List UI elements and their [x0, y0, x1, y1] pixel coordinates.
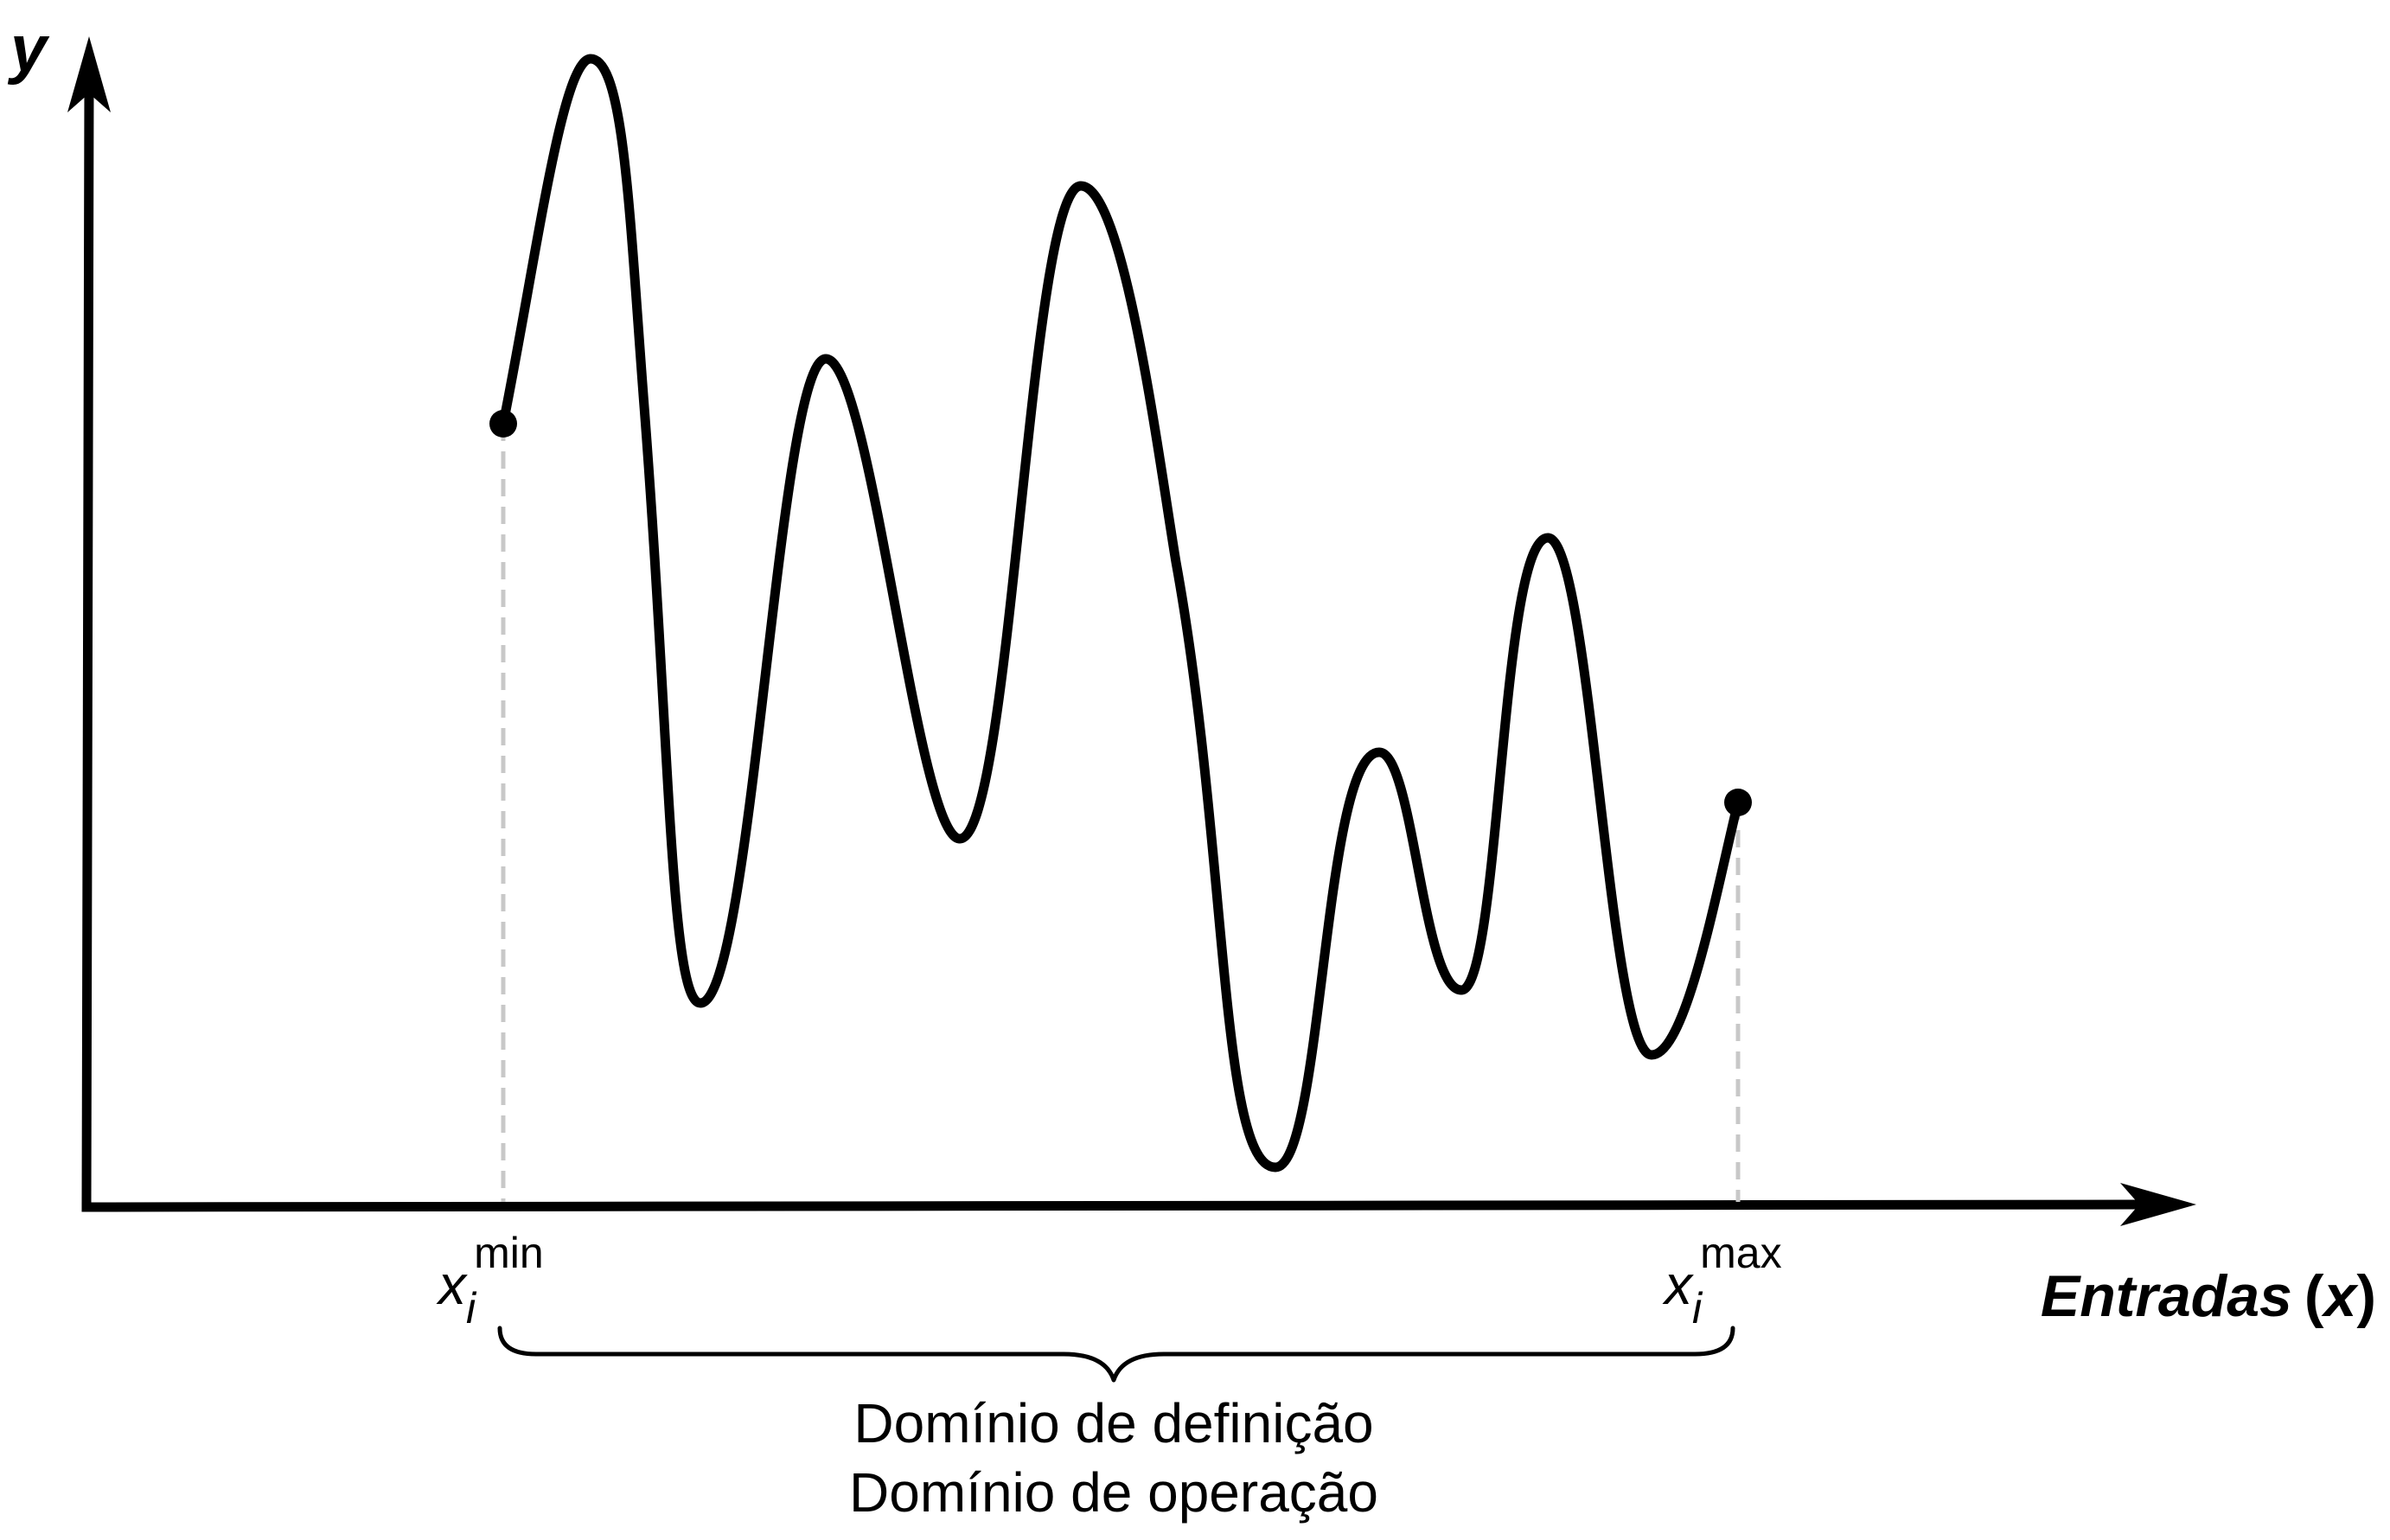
domain-operation-label: Domínio de operação: [849, 1461, 1378, 1524]
y-axis-line: [81, 81, 94, 1212]
x-min-var: x: [436, 1254, 468, 1316]
x-axis-label-word: Entradas: [2041, 1263, 2292, 1329]
x-min-sub: i: [466, 1284, 477, 1332]
domain-definition-label: Domínio de definição: [853, 1392, 1373, 1454]
x-max-point: [1724, 789, 1752, 816]
x-min-sup: min: [474, 1229, 544, 1277]
x-max-var: x: [1662, 1254, 1694, 1316]
x-axis-label-var: x: [2322, 1263, 2360, 1329]
x-axis-label-close: ): [2356, 1263, 2376, 1329]
y-axis-label: y: [7, 12, 50, 86]
x-min-point: [489, 410, 517, 438]
function-curve: [498, 54, 1743, 1173]
x-max-sub: i: [1692, 1284, 1703, 1332]
domain-brace: [497, 1326, 1735, 1383]
x-axis-line: [81, 1199, 2141, 1212]
x-axis-arrow-icon: [2120, 1183, 2196, 1226]
y-axis-arrow-icon: [67, 36, 111, 112]
x-min-label: xi min: [436, 1229, 544, 1332]
x-axis-label: Entradas (x): [2041, 1263, 2376, 1329]
x-axis-label-open: (: [2304, 1263, 2324, 1329]
x-max-sup: max: [1700, 1229, 1781, 1277]
x-max-label: xi max: [1662, 1229, 1782, 1332]
